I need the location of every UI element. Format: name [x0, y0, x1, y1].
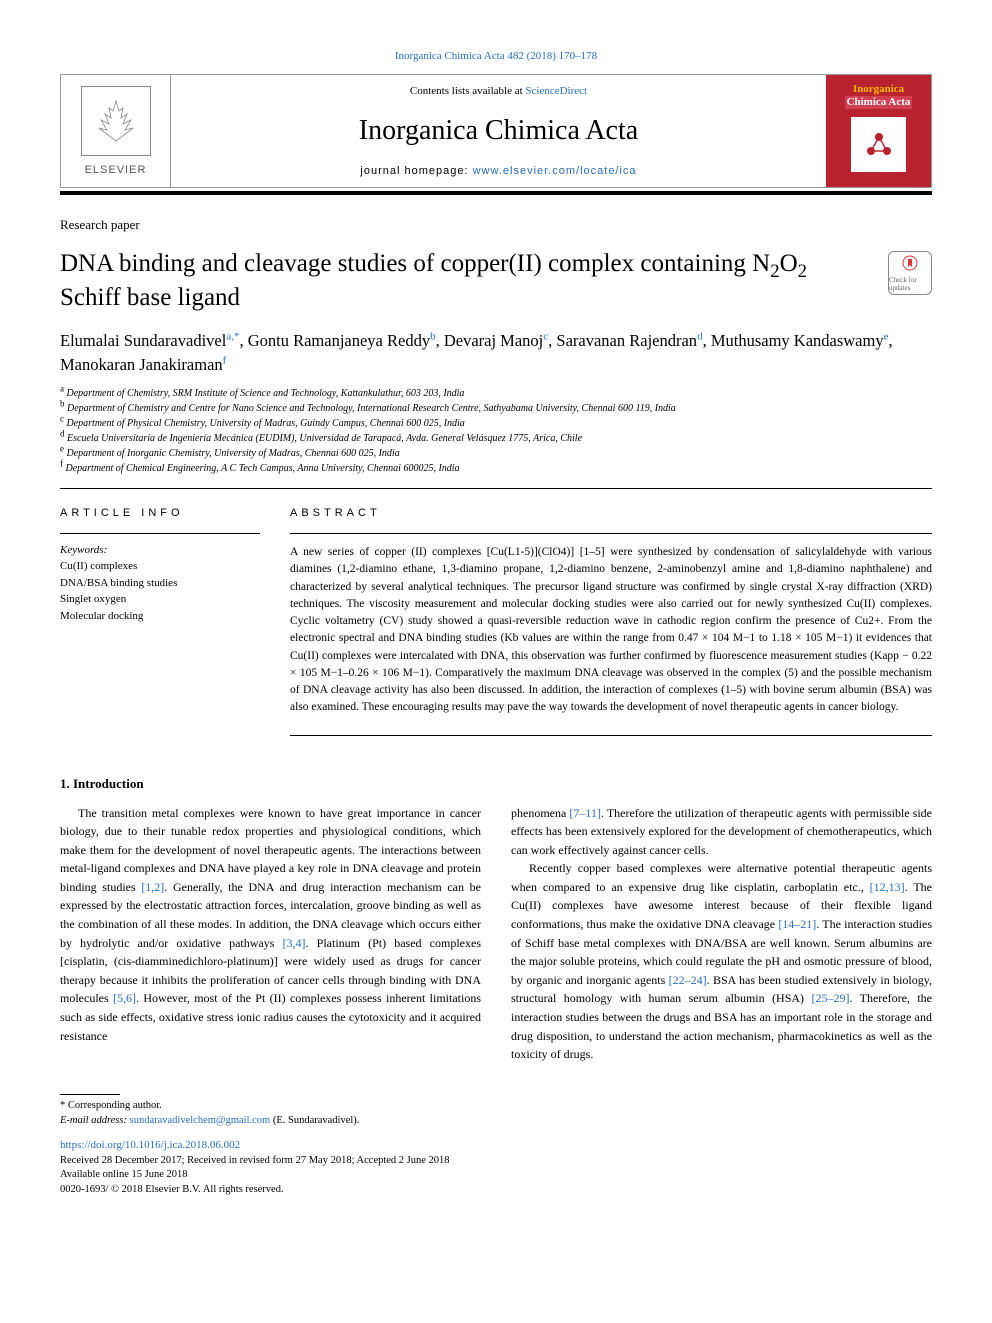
affiliation: b Department of Chemistry and Centre for…	[60, 401, 932, 416]
keyword: DNA/BSA binding studies	[60, 575, 260, 592]
citation-link[interactable]: [3,4]	[283, 936, 306, 950]
affiliation: d Escuela Universitaria de Ingeniería Me…	[60, 431, 932, 446]
keyword: Molecular docking	[60, 608, 260, 625]
divider	[290, 735, 932, 736]
keywords-list: Cu(II) complexes DNA/BSA binding studies…	[60, 558, 260, 624]
journal-cover: Inorganica Chimica Acta	[826, 75, 931, 187]
divider	[60, 488, 932, 489]
citation-link[interactable]: [25–29]	[811, 991, 849, 1005]
journal-homepage: journal homepage: www.elsevier.com/locat…	[181, 165, 816, 177]
affiliations: a Department of Chemistry, SRM Institute…	[60, 386, 932, 476]
abstract-text: A new series of copper (II) complexes [C…	[290, 544, 932, 717]
doi-link[interactable]: https://doi.org/10.1016/j.ica.2018.06.00…	[60, 1139, 240, 1151]
keywords-label: Keywords:	[60, 544, 260, 556]
keyword: Singlet oxygen	[60, 591, 260, 608]
paragraph: The transition metal complexes were know…	[60, 804, 481, 1046]
article-history: Received 28 December 2017; Received in r…	[60, 1154, 932, 1169]
author: Elumalai Sundaravadivela,*	[60, 331, 239, 350]
divider	[290, 533, 932, 534]
article-info-heading: ARTICLE INFO	[60, 507, 260, 519]
affiliation: a Department of Chemistry, SRM Institute…	[60, 386, 932, 401]
abstract-heading: ABSTRACT	[290, 507, 932, 519]
author: Saravanan Rajendrand	[556, 331, 702, 350]
homepage-link[interactable]: www.elsevier.com/locate/ica	[473, 165, 637, 177]
article-title: DNA binding and cleavage studies of copp…	[60, 247, 868, 315]
journal-masthead: ELSEVIER Contents lists available at Sci…	[60, 74, 932, 188]
publisher-name: ELSEVIER	[85, 164, 147, 176]
corresponding-author-note: * Corresponding author.	[60, 1099, 932, 1114]
author: Devaraj Manojc	[444, 331, 548, 350]
keyword: Cu(II) complexes	[60, 558, 260, 575]
affiliation: f Department of Chemical Engineering, A …	[60, 461, 932, 476]
citation-link[interactable]: [22–24]	[669, 973, 707, 987]
body-column-left: The transition metal complexes were know…	[60, 804, 481, 1064]
divider-bar	[60, 191, 932, 195]
check-updates-badge[interactable]: Check for updates	[888, 251, 932, 295]
copyright: 0020-1693/ © 2018 Elsevier B.V. All righ…	[60, 1183, 932, 1198]
cover-title-line1: Inorganica	[845, 83, 913, 96]
elsevier-tree-icon	[81, 86, 151, 156]
author: Manokaran Janakiramanf	[60, 355, 226, 374]
footer: * Corresponding author. E-mail address: …	[60, 1094, 932, 1198]
email-link[interactable]: sundaravadivelchem@gmail.com	[130, 1115, 271, 1126]
paragraph: phenomena [7–11]. Therefore the utilizat…	[511, 804, 932, 860]
bookmark-icon	[902, 255, 918, 276]
author: Gontu Ramanjaneya Reddyb	[248, 331, 436, 350]
section-heading: 1. Introduction	[60, 776, 932, 792]
citation-link[interactable]: [14–21]	[778, 917, 816, 931]
paragraph: Recently copper based complexes were alt…	[511, 859, 932, 1064]
citation-link[interactable]: [12,13]	[870, 880, 905, 894]
body-column-right: phenomena [7–11]. Therefore the utilizat…	[511, 804, 932, 1064]
email-line: E-mail address: sundaravadivelchem@gmail…	[60, 1114, 932, 1129]
citation-link[interactable]: [7–11]	[569, 806, 601, 820]
author-list: Elumalai Sundaravadivela,*, Gontu Ramanj…	[60, 329, 932, 379]
journal-citation: Inorganica Chimica Acta 482 (2018) 170–1…	[60, 50, 932, 62]
publisher-block: ELSEVIER	[61, 75, 171, 187]
cover-title-line2: Chimica Acta	[845, 96, 913, 109]
citation-link[interactable]: [5,6]	[113, 991, 136, 1005]
citation-link[interactable]: [1,2]	[141, 880, 164, 894]
article-type: Research paper	[60, 217, 932, 233]
cover-molecule-icon	[851, 117, 906, 172]
affiliation: e Department of Inorganic Chemistry, Uni…	[60, 446, 932, 461]
available-online: Available online 15 June 2018	[60, 1168, 932, 1183]
sciencedirect-link[interactable]: ScienceDirect	[525, 85, 587, 97]
contents-available: Contents lists available at ScienceDirec…	[181, 85, 816, 97]
journal-title: Inorganica Chimica Acta	[181, 115, 816, 147]
affiliation: c Department of Physical Chemistry, Univ…	[60, 416, 932, 431]
author: Muthusamy Kandaswamye	[711, 331, 889, 350]
divider	[60, 533, 260, 534]
check-updates-label: Check for updates	[889, 276, 931, 292]
